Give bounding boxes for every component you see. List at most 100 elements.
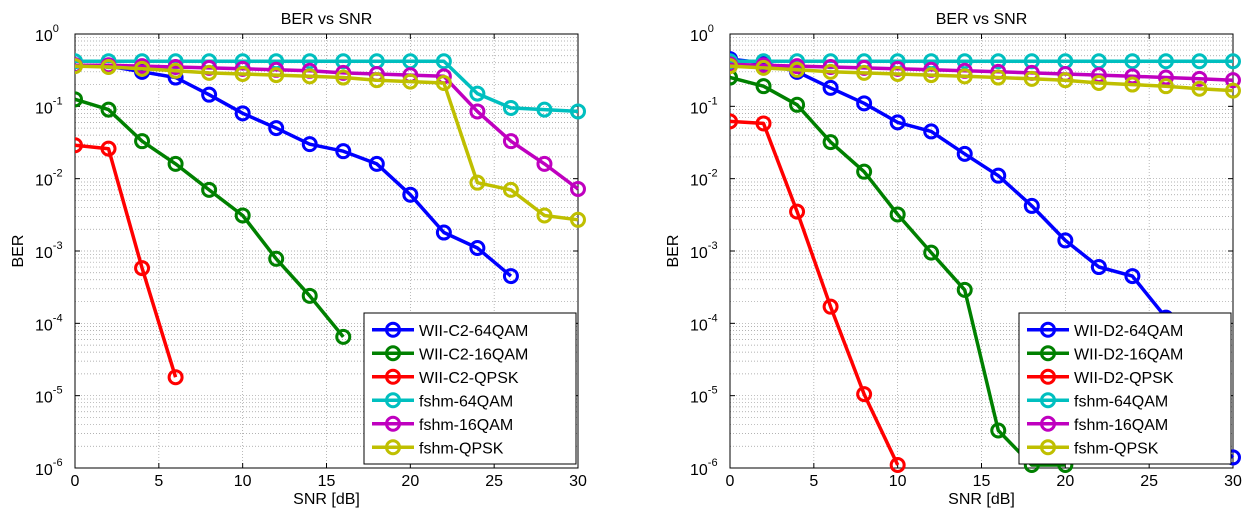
legend-label: fshm-16QAM	[419, 417, 513, 434]
data-point	[730, 113, 738, 130]
data-point	[1090, 259, 1107, 276]
series-line-5	[75, 63, 580, 191]
data-point	[502, 268, 519, 285]
data-point	[268, 67, 285, 84]
legend-box	[1018, 312, 1232, 465]
x-tick-label: 10	[889, 473, 907, 490]
series-line-2	[730, 75, 1066, 467]
data-point	[789, 203, 806, 220]
legend-swatch-marker	[1040, 392, 1056, 409]
y-tick-label: 100	[35, 23, 59, 45]
x-tick-label: 20	[1056, 473, 1074, 490]
data-point	[789, 61, 806, 78]
data-point	[435, 75, 452, 92]
data-point	[469, 240, 486, 257]
data-point	[1023, 70, 1040, 87]
data-point	[335, 143, 352, 160]
data-point	[75, 137, 83, 154]
legend-swatch-marker	[385, 392, 401, 409]
data-point	[301, 287, 318, 304]
data-point	[822, 298, 839, 315]
data-point	[134, 260, 151, 277]
series-line-6	[75, 64, 579, 222]
data-point	[990, 69, 1007, 86]
x-tick-label: 25	[1140, 473, 1158, 490]
data-point	[923, 244, 940, 261]
data-point	[755, 59, 772, 76]
data-point	[1090, 75, 1107, 92]
data-point	[134, 133, 151, 150]
y-axis-label: BER	[10, 235, 27, 268]
data-point	[1225, 72, 1241, 89]
data-point	[134, 60, 151, 77]
series-line-2	[75, 97, 345, 339]
legend-label: WII-C2-16QAM	[419, 346, 528, 363]
data-point	[469, 174, 486, 191]
x-axis-label: SNR [dB]	[293, 491, 360, 508]
legend-box	[363, 312, 577, 465]
y-tick-label: 10-5	[35, 385, 63, 407]
data-point	[856, 64, 873, 81]
x-tick-label: 10	[234, 473, 252, 490]
data-point	[335, 69, 352, 86]
legend-swatch-marker	[1040, 439, 1056, 456]
y-tick-label: 10-1	[35, 95, 63, 117]
data-point	[201, 64, 218, 81]
data-point	[1225, 82, 1241, 99]
legend-label: fshm-16QAM	[1074, 417, 1168, 434]
data-point	[1225, 53, 1241, 70]
data-point	[923, 123, 940, 140]
data-point	[1124, 68, 1141, 85]
data-point	[402, 73, 419, 90]
data-point	[1124, 76, 1141, 93]
chart-title: BER vs SNR	[936, 11, 1028, 28]
data-point	[730, 69, 738, 86]
data-point	[956, 281, 973, 298]
data-point	[889, 114, 906, 131]
chart-panel-2: 0 5 10 15 20 25 30 10-6 10-5 10-4 10-3 10-2 10-1 100 B…	[665, 11, 1242, 508]
data-point	[234, 207, 251, 224]
data-point	[956, 53, 973, 70]
data-point	[956, 68, 973, 85]
data-point	[167, 62, 184, 79]
data-point	[368, 72, 385, 89]
data-point	[822, 134, 839, 151]
data-point	[435, 224, 452, 241]
series-line-3	[75, 143, 178, 378]
data-point	[755, 115, 772, 132]
y-tick-label: 10-6	[35, 457, 63, 479]
data-point	[570, 211, 586, 228]
x-tick-label: 15	[318, 473, 336, 490]
data-point	[822, 63, 839, 80]
legend-swatch-marker	[1040, 345, 1056, 362]
data-point	[301, 68, 318, 85]
data-point	[990, 167, 1007, 184]
legend-swatch-marker	[385, 439, 401, 456]
legend-swatch-marker	[1040, 415, 1056, 432]
data-point	[536, 207, 553, 224]
y-tick-label: 10-4	[690, 312, 718, 334]
data-point	[730, 58, 738, 75]
data-point	[301, 136, 318, 153]
x-tick-label: 5	[809, 473, 818, 490]
legend-label: fshm-QPSK	[1074, 440, 1159, 457]
data-point	[990, 53, 1007, 70]
y-tick-label: 100	[690, 23, 714, 45]
y-tick-label: 10-4	[35, 312, 63, 334]
series-line-1	[730, 57, 1235, 459]
data-point	[502, 181, 519, 198]
data-point	[234, 65, 251, 82]
data-point	[1157, 69, 1174, 86]
data-point	[536, 101, 553, 118]
x-tick-label: 5	[154, 473, 163, 490]
data-point	[268, 120, 285, 137]
data-point	[990, 422, 1007, 439]
data-point	[536, 155, 553, 172]
legend: WII-C2-64QAM WII-C2-16QAM WII-C2-QPSK fshm-…	[363, 312, 577, 465]
y-axis-label: BER	[665, 235, 682, 268]
data-point	[368, 155, 385, 172]
y-tick-label: 10-3	[35, 240, 63, 262]
legend-label: WII-C2-QPSK	[419, 370, 519, 387]
